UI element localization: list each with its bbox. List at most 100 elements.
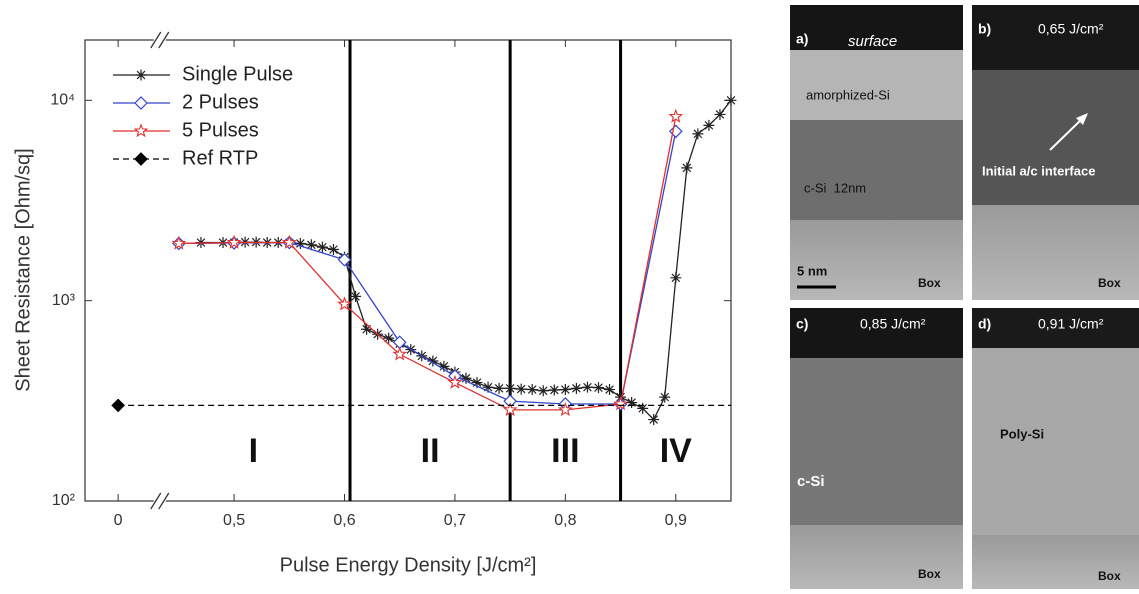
data-point: [648, 414, 660, 426]
panel-text: Box: [918, 276, 941, 290]
chart: Pulse Energy Density [J/cm²] Sheet Resis…: [12, 31, 737, 576]
legend-marker: [134, 96, 148, 110]
data-point: [557, 402, 573, 417]
legend-label: Ref RTP: [182, 147, 258, 169]
panel-text: amorphized-Si: [806, 87, 890, 102]
data-point: [460, 372, 472, 384]
data-point: [526, 384, 538, 396]
data-point: [471, 377, 483, 389]
data-point: [350, 290, 362, 302]
data-point: [482, 381, 494, 393]
panels: a) surface amorphized-Si c-Si 12nm 5 nm …: [790, 5, 1139, 589]
axis-break: [150, 31, 162, 49]
axis-break: [158, 492, 170, 510]
x-tick-label: 0,5: [223, 512, 245, 529]
data-point: [281, 234, 297, 249]
region-label: III: [551, 432, 579, 470]
y-tick-label: 10²: [52, 492, 76, 509]
panel-text: Poly-Si: [1000, 426, 1044, 441]
data-point: [515, 383, 527, 395]
data-point: [559, 384, 571, 396]
data-point: [659, 391, 671, 403]
region-label: II: [421, 432, 440, 470]
y-tick-label: 10⁴: [50, 92, 75, 109]
legend-marker: [133, 123, 149, 138]
x-tick-label: 0,8: [554, 512, 576, 529]
data-point: [316, 241, 328, 253]
data-point: [337, 296, 352, 311]
legend-label: Single Pulse: [182, 63, 293, 85]
series-line: [178, 116, 677, 411]
tem-band: [790, 120, 963, 220]
data-point: [171, 235, 187, 250]
data-point: [626, 397, 638, 409]
data-point: [438, 360, 450, 372]
tem-band: [790, 50, 963, 120]
data-point: [592, 382, 604, 394]
tem-band: [790, 5, 963, 50]
panel-text: Initial a/c interface: [982, 163, 1095, 178]
legend-label: 5 Pulses: [182, 119, 259, 141]
data-point: [392, 346, 408, 361]
data-point: [447, 374, 463, 389]
region-label: I: [249, 432, 258, 470]
data-point: [570, 382, 582, 394]
data-point: [537, 385, 549, 397]
data-point: [361, 323, 373, 335]
data-point: [548, 384, 560, 396]
tem-band: [972, 535, 1139, 589]
data-point: [703, 119, 715, 131]
x-tick-label: 0,7: [444, 512, 466, 529]
y-tick-label: 10³: [52, 292, 76, 309]
plot-frame: [84, 39, 732, 502]
tem-band: [972, 308, 1139, 348]
panel-text: surface: [848, 33, 897, 50]
data-point: [613, 396, 628, 411]
data-point: [604, 384, 616, 396]
legend-marker: [134, 152, 148, 166]
panel-text: 0,85 J/cm²: [860, 316, 926, 332]
data-point: [327, 244, 339, 256]
data-point: [383, 332, 395, 344]
axis-break: [158, 31, 170, 49]
x-tick-label: 0: [114, 512, 123, 529]
panel-text: Box: [1098, 569, 1121, 583]
data-point: [493, 382, 505, 394]
panel-text: Box: [918, 567, 941, 581]
data-point: [637, 402, 649, 414]
data-point: [502, 402, 518, 417]
arrow: [1049, 116, 1085, 151]
panel-text: c-Si 12nm: [804, 180, 866, 195]
x-tick-label: 0,6: [333, 512, 355, 529]
series-line: [178, 131, 677, 405]
x-tick-label: 0,9: [665, 512, 687, 529]
data-point: [670, 272, 682, 284]
data-point: [681, 162, 693, 174]
panel-text: 0,65 J/cm²: [1038, 21, 1104, 37]
data-point: [294, 237, 306, 249]
panel-text: 5 nm: [797, 263, 827, 278]
axis-break: [150, 492, 162, 510]
y-axis-label: Sheet Resistance [Ohm/sq]: [12, 148, 34, 391]
tem-band: [790, 525, 963, 589]
data-point: [692, 128, 704, 140]
data-point: [668, 108, 684, 123]
data-point: [714, 108, 726, 120]
panel-text: 0,91 J/cm²: [1038, 316, 1104, 332]
panel-text: Box: [1098, 276, 1121, 290]
axis-break-gap: [153, 498, 166, 504]
data-point: [427, 355, 439, 367]
tem-band: [972, 5, 1139, 70]
legend-label: 2 Pulses: [182, 91, 259, 113]
series-line: [200, 99, 732, 421]
region-label: IV: [660, 432, 692, 470]
x-axis-label: Pulse Energy Density [J/cm²]: [280, 554, 537, 576]
data-point: [725, 94, 737, 106]
data-point: [581, 381, 593, 393]
panel-text: c-Si: [797, 473, 825, 490]
legend-marker: [135, 69, 147, 81]
data-point: [337, 252, 352, 267]
axis-break-gap: [153, 37, 166, 43]
panel-label: b): [978, 21, 991, 37]
